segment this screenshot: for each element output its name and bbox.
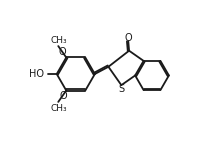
Text: O: O — [124, 33, 132, 43]
Text: HO: HO — [29, 69, 44, 79]
Text: CH₃: CH₃ — [50, 104, 67, 113]
Text: O: O — [59, 91, 67, 101]
Text: S: S — [118, 84, 124, 94]
Text: CH₃: CH₃ — [50, 36, 67, 45]
Text: O: O — [59, 47, 67, 57]
